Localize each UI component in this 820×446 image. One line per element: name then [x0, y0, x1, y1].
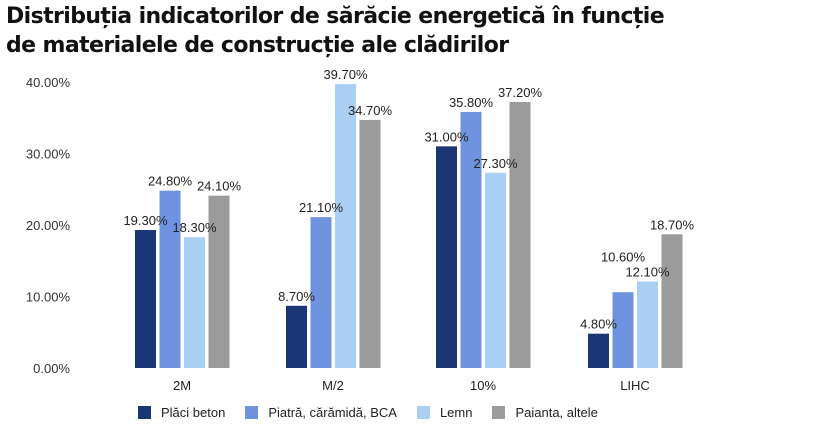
bar — [135, 230, 156, 368]
bar — [637, 281, 658, 368]
data-label: 10.60% — [601, 249, 646, 264]
y-tick-label: 30.00% — [26, 147, 71, 162]
y-tick-label: 20.00% — [26, 218, 71, 233]
legend-swatch — [138, 406, 151, 419]
bar — [612, 292, 634, 368]
x-tick-label: 2M — [173, 378, 191, 393]
data-label: 27.30% — [473, 156, 518, 171]
y-tick-label: 40.00% — [26, 75, 71, 90]
legend-label: Paianta, altele — [515, 405, 598, 420]
bar — [485, 172, 506, 368]
x-tick-label: 10% — [470, 378, 496, 393]
x-tick-label: LIHC — [620, 378, 650, 393]
bar — [661, 234, 683, 368]
legend: Plăci beton Piatră, cărămidă, BCA Lemn Paia… — [138, 405, 598, 420]
bar — [436, 146, 457, 368]
data-label: 8.70% — [278, 289, 315, 304]
data-label: 24.10% — [197, 179, 242, 194]
legend-item: Piatră, cărămidă, BCA — [245, 405, 397, 420]
bar — [184, 237, 205, 368]
legend-swatch — [416, 406, 430, 419]
legend-swatch — [245, 406, 259, 419]
y-tick-label: 0.00% — [33, 361, 70, 376]
legend-item: Plăci beton — [138, 405, 225, 420]
data-label: 24.80% — [148, 174, 193, 189]
bar — [159, 190, 181, 368]
legend-item: Paianta, altele — [492, 405, 598, 420]
data-label: 35.80% — [449, 95, 494, 110]
bar — [460, 112, 482, 368]
data-label: 4.80% — [580, 317, 617, 332]
chart-title: Distribuția indicatorilor de sărăcie ene… — [6, 4, 665, 58]
data-label: 21.10% — [299, 200, 344, 215]
data-label: 18.30% — [172, 220, 217, 235]
bar — [208, 195, 230, 368]
bar — [359, 119, 381, 369]
bar — [310, 217, 332, 368]
data-label: 39.70% — [323, 67, 368, 82]
legend-item: Lemn — [416, 405, 473, 420]
y-tick-label: 10.00% — [26, 290, 71, 305]
x-tick-label: M/2 — [322, 378, 344, 393]
data-label: 31.00% — [424, 129, 469, 144]
legend-label: Plăci beton — [161, 405, 226, 420]
data-label: 37.20% — [498, 85, 543, 100]
data-label: 19.30% — [123, 213, 168, 228]
data-label: 12.10% — [625, 264, 670, 279]
data-label: 34.70% — [348, 103, 393, 118]
bar — [286, 305, 307, 368]
legend-label: Piatră, cărămidă, BCA — [268, 405, 397, 420]
bar — [335, 84, 356, 369]
bar — [509, 102, 531, 369]
bar — [588, 333, 609, 368]
legend-swatch — [492, 406, 506, 419]
data-label: 18.70% — [650, 217, 695, 232]
legend-label: Lemn — [439, 405, 473, 420]
